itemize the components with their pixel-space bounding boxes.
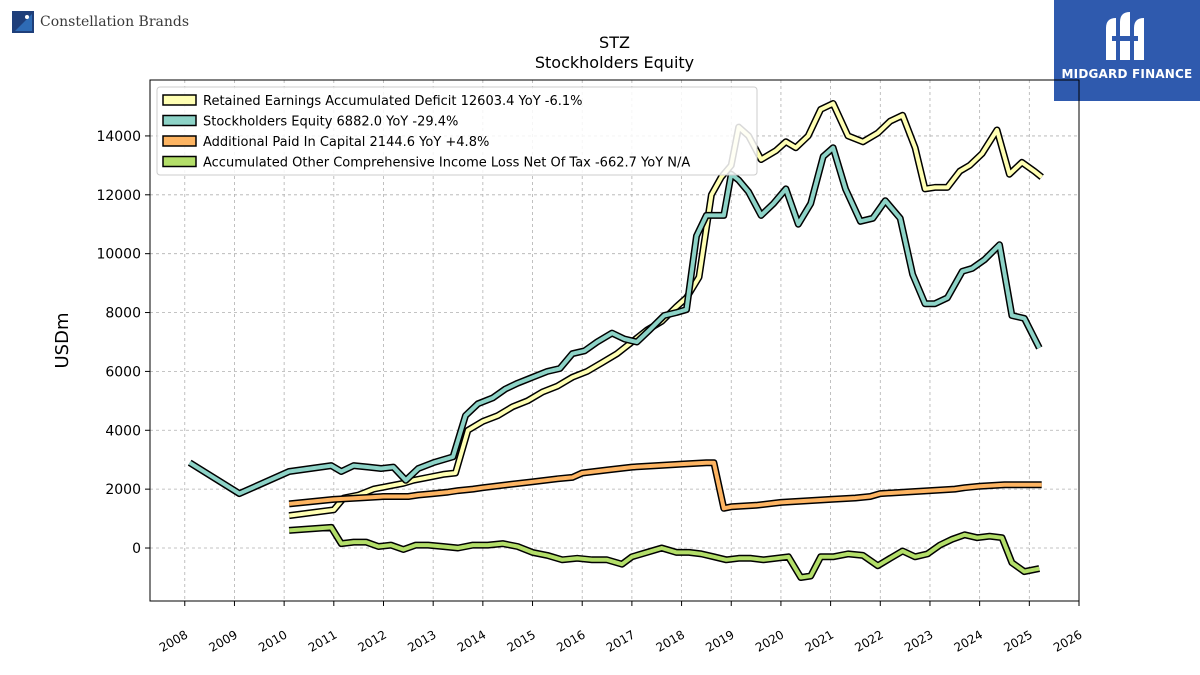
series-line-4 (288, 525, 1040, 580)
y-tick-label: 10000 (96, 247, 141, 263)
series-line-2 (188, 145, 1042, 496)
legend-box (156, 86, 758, 176)
legend-swatch (162, 155, 197, 168)
x-tick-label: 2014 (455, 627, 488, 654)
legend-entry: Retained Earnings Accumulated Deficit 12… (203, 94, 582, 109)
x-tick-label: 2025 (1001, 627, 1034, 654)
y-tick-label: 4000 (105, 423, 141, 439)
x-tick-label: 2018 (654, 627, 687, 654)
chart-subtitle: Stockholders Equity (535, 53, 694, 72)
brand-header: Constellation Brands (12, 11, 189, 33)
x-tick-label: 2012 (356, 627, 389, 654)
legend-swatch (162, 114, 197, 127)
x-tick-label: 2017 (604, 627, 637, 654)
x-tick-label: 2011 (306, 627, 339, 654)
series-layer (187, 100, 1044, 581)
x-tick-label: 2026 (1051, 627, 1084, 654)
legend: Retained Earnings Accumulated Deficit 12… (156, 86, 758, 176)
midgard-logo-icon (1106, 12, 1144, 60)
y-tick-label: 6000 (105, 364, 141, 380)
x-tick-label: 2022 (852, 627, 885, 654)
y-tick-label: 8000 (105, 306, 141, 322)
x-tick-label: 2010 (256, 627, 289, 654)
y-tick-label: 0 (132, 541, 141, 557)
legend-swatch (162, 135, 197, 147)
x-tick-label: 2019 (703, 627, 736, 654)
legend-entry: Accumulated Other Comprehensive Income L… (203, 156, 690, 171)
x-tick-label: 2020 (753, 627, 786, 654)
legend-swatch (162, 94, 197, 106)
midgard-badge: MIDGARD FINANCE (1054, 0, 1200, 101)
x-tick-label: 2009 (207, 627, 240, 654)
x-tick-label: 2008 (157, 627, 190, 654)
x-tick-label: 2021 (803, 627, 836, 654)
chart-title: STZ (599, 33, 630, 52)
axes: 2008 2009 2010 2011 2012 2013 2014 2015 2016 2017… (96, 129, 1084, 655)
y-tick-label: 14000 (96, 129, 141, 145)
y-tick-label: 12000 (96, 188, 141, 204)
company-name: Constellation Brands (40, 14, 190, 30)
y-tick-label: 2000 (105, 482, 141, 498)
badge-label: MIDGARD FINANCE (1061, 67, 1193, 81)
constellation-logo-icon (12, 11, 34, 33)
y-axis-label: USDm (52, 313, 73, 369)
legend-entry: Stockholders Equity 6882.0 YoY -29.4% (203, 115, 458, 130)
series-outline (187, 144, 1043, 498)
x-tick-label: 2023 (902, 627, 935, 654)
x-tick-label: 2013 (405, 627, 438, 654)
x-tick-label: 2024 (952, 627, 985, 654)
x-tick-label: 2015 (505, 627, 538, 654)
x-tick-label: 2016 (554, 627, 587, 654)
plot-frame (149, 79, 1080, 602)
series-line-1 (288, 101, 1043, 518)
series-line-3 (288, 460, 1042, 511)
legend-entry: Additional Paid In Capital 2144.6 YoY +4… (203, 135, 489, 150)
